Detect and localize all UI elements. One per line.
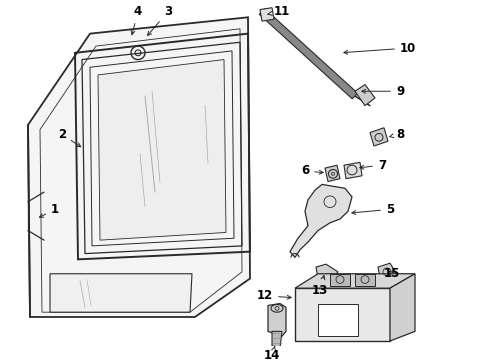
Polygon shape <box>295 274 415 288</box>
Text: 15: 15 <box>384 267 400 280</box>
Text: 2: 2 <box>58 128 81 147</box>
Polygon shape <box>378 263 396 280</box>
Text: 6: 6 <box>301 165 323 177</box>
Text: 9: 9 <box>362 85 404 98</box>
Polygon shape <box>355 85 375 106</box>
Polygon shape <box>260 8 274 21</box>
Polygon shape <box>355 274 375 286</box>
Polygon shape <box>268 303 286 336</box>
Polygon shape <box>325 165 340 181</box>
Text: 13: 13 <box>312 275 328 297</box>
Polygon shape <box>330 274 350 286</box>
Text: 5: 5 <box>352 203 394 216</box>
Polygon shape <box>370 128 388 146</box>
Polygon shape <box>259 9 358 99</box>
Polygon shape <box>390 274 415 341</box>
Text: 11: 11 <box>268 5 290 18</box>
Polygon shape <box>295 288 390 341</box>
Polygon shape <box>98 59 226 240</box>
Polygon shape <box>28 17 250 317</box>
Polygon shape <box>290 184 352 257</box>
Text: 8: 8 <box>390 128 404 141</box>
Polygon shape <box>50 274 192 312</box>
Polygon shape <box>316 264 338 280</box>
Text: 14: 14 <box>264 346 280 360</box>
Text: 12: 12 <box>257 289 291 302</box>
Text: 1: 1 <box>40 203 59 217</box>
Text: 7: 7 <box>360 159 386 172</box>
Text: 4: 4 <box>131 5 142 35</box>
Text: 10: 10 <box>344 41 416 54</box>
Polygon shape <box>318 303 358 336</box>
Polygon shape <box>344 162 362 179</box>
Polygon shape <box>272 332 282 348</box>
Text: 3: 3 <box>147 5 172 36</box>
